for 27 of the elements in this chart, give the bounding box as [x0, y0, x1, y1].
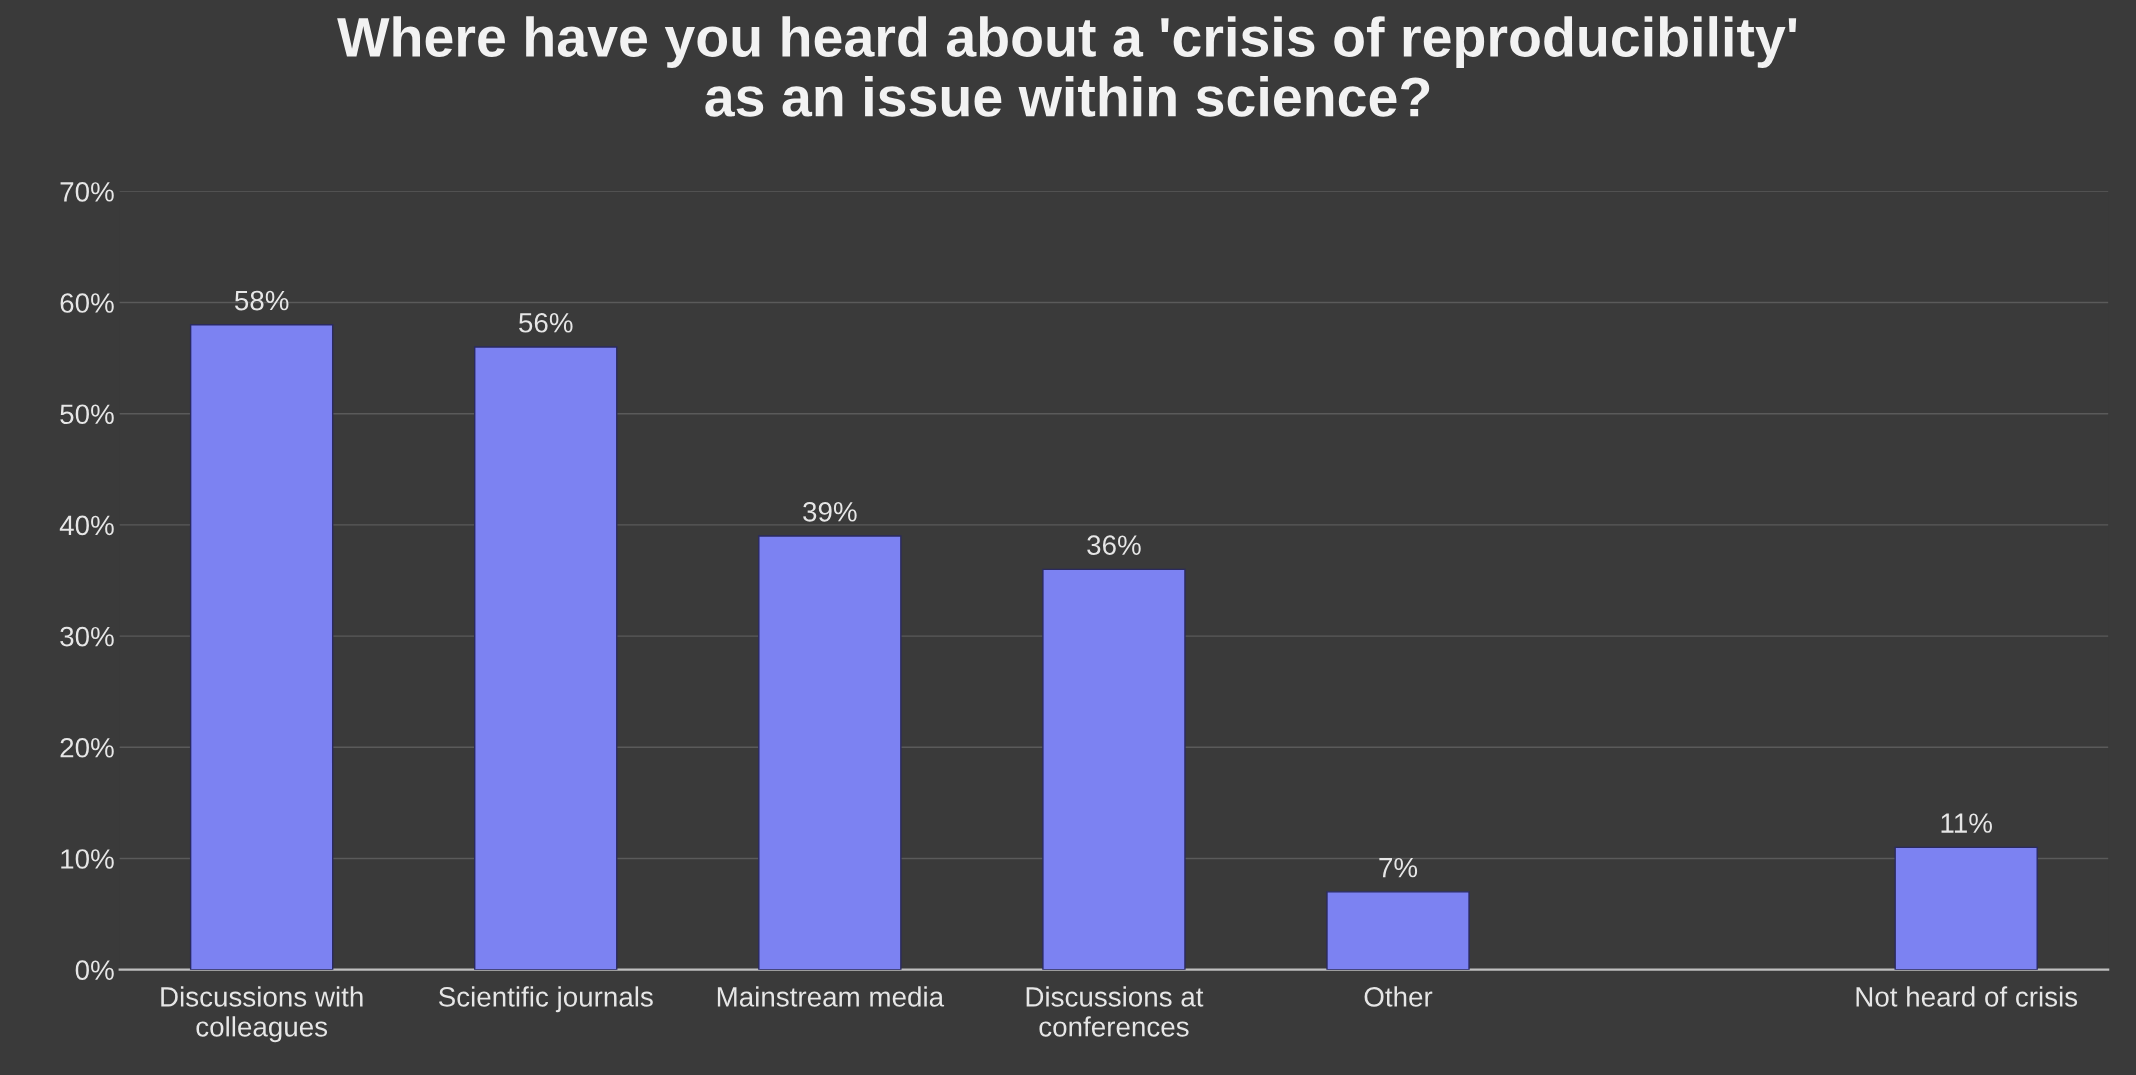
data-label: 58%: [234, 290, 289, 311]
chart-title: Where have you heard about a 'crisis of reproducibility' as an issue within science?: [337, 16, 1797, 117]
data-label: 36%: [1087, 535, 1141, 555]
x-tick-label: Discussions with colleagues: [161, 986, 363, 1043]
x-tick-label: Discussions at conferences: [1026, 986, 1204, 1037]
y-tick-label: 50%: [60, 404, 114, 425]
data-label: 56%: [519, 312, 573, 333]
y-tick-label: 10%: [61, 849, 114, 869]
x-tick-label: Other: [1364, 986, 1433, 1007]
data-label: 11%: [1941, 813, 1992, 833]
y-tick-label: 70%: [60, 182, 114, 202]
y-tick-label: 40%: [59, 515, 114, 536]
bar: [1894, 846, 2038, 970]
x-tick-label: Scientific journals: [438, 986, 653, 1013]
y-tick-label: 60%: [60, 293, 114, 313]
data-label: 39%: [803, 501, 857, 522]
bar: [1042, 568, 1186, 970]
y-tick-label: 20%: [60, 737, 114, 758]
data-label: 7%: [1379, 857, 1418, 878]
bar: [474, 346, 618, 970]
x-tick-label: Not heard of crisis: [1856, 986, 2078, 1007]
y-tick-label: 30%: [60, 626, 114, 647]
y-tick-label: 0%: [75, 960, 114, 980]
bar: [1326, 891, 1470, 970]
bar: [189, 324, 334, 970]
x-tick-label: Mainstream media: [717, 986, 945, 1007]
bar: [758, 535, 902, 970]
